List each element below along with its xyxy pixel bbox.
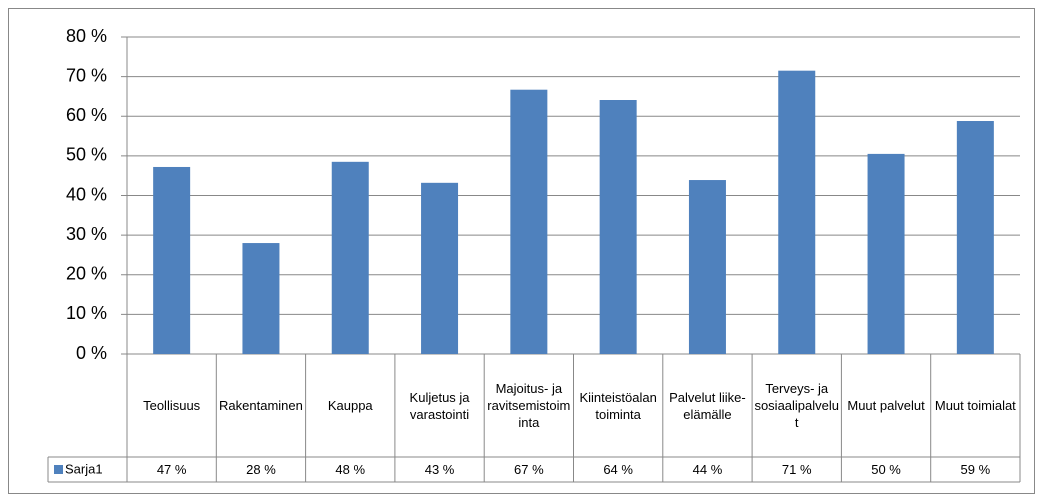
bar	[510, 89, 548, 355]
category-label: Kuljetus ja varastointi	[409, 389, 470, 422]
value-label: 47 %	[156, 462, 187, 477]
value-label: 43 %	[424, 462, 455, 477]
category-label: Majoitus- ja ravitsemistoiminta	[487, 381, 571, 430]
bar	[956, 121, 994, 354]
y-tick-label: 20 %	[66, 264, 107, 284]
category-label: Palvelut liike-elämälle	[669, 389, 746, 422]
bar	[688, 180, 726, 354]
category-label: Kiinteistöalan toiminta	[579, 389, 657, 422]
bar	[331, 161, 369, 354]
value-label: 71 %	[781, 462, 812, 477]
value-label: 67 %	[514, 462, 544, 477]
category-label: Terveys- ja sosiaalipalvelut	[754, 381, 840, 430]
value-label: 50 %	[871, 462, 901, 477]
y-tick-label: 30 %	[66, 224, 107, 244]
y-tick-label: 0 %	[76, 343, 107, 363]
category-label: Muut toimialat	[934, 398, 1016, 413]
value-label: 59 %	[960, 462, 991, 477]
value-label: 64 %	[603, 462, 633, 477]
bar	[153, 166, 191, 354]
category-label: Kauppa	[327, 398, 373, 413]
y-tick-label: 80 %	[66, 26, 107, 46]
y-tick-label: 40 %	[66, 184, 107, 204]
bar	[242, 243, 280, 354]
bar	[867, 153, 905, 354]
legend-label: Sarja1	[65, 461, 103, 476]
legend-swatch	[54, 465, 63, 474]
value-label: 48 %	[335, 462, 366, 477]
value-label: 44 %	[692, 462, 723, 477]
category-label: Muut palvelut	[847, 398, 925, 413]
y-tick-label: 70 %	[66, 65, 107, 85]
y-tick-label: 50 %	[66, 145, 107, 165]
bar	[778, 70, 816, 355]
category-label: Rakentaminen	[219, 398, 303, 413]
bar	[599, 100, 637, 354]
bar	[421, 182, 459, 354]
y-tick-label: 60 %	[66, 105, 107, 125]
y-tick-label: 10 %	[66, 303, 107, 323]
value-label: 28 %	[246, 462, 276, 477]
category-label: Teollisuus	[143, 398, 201, 413]
